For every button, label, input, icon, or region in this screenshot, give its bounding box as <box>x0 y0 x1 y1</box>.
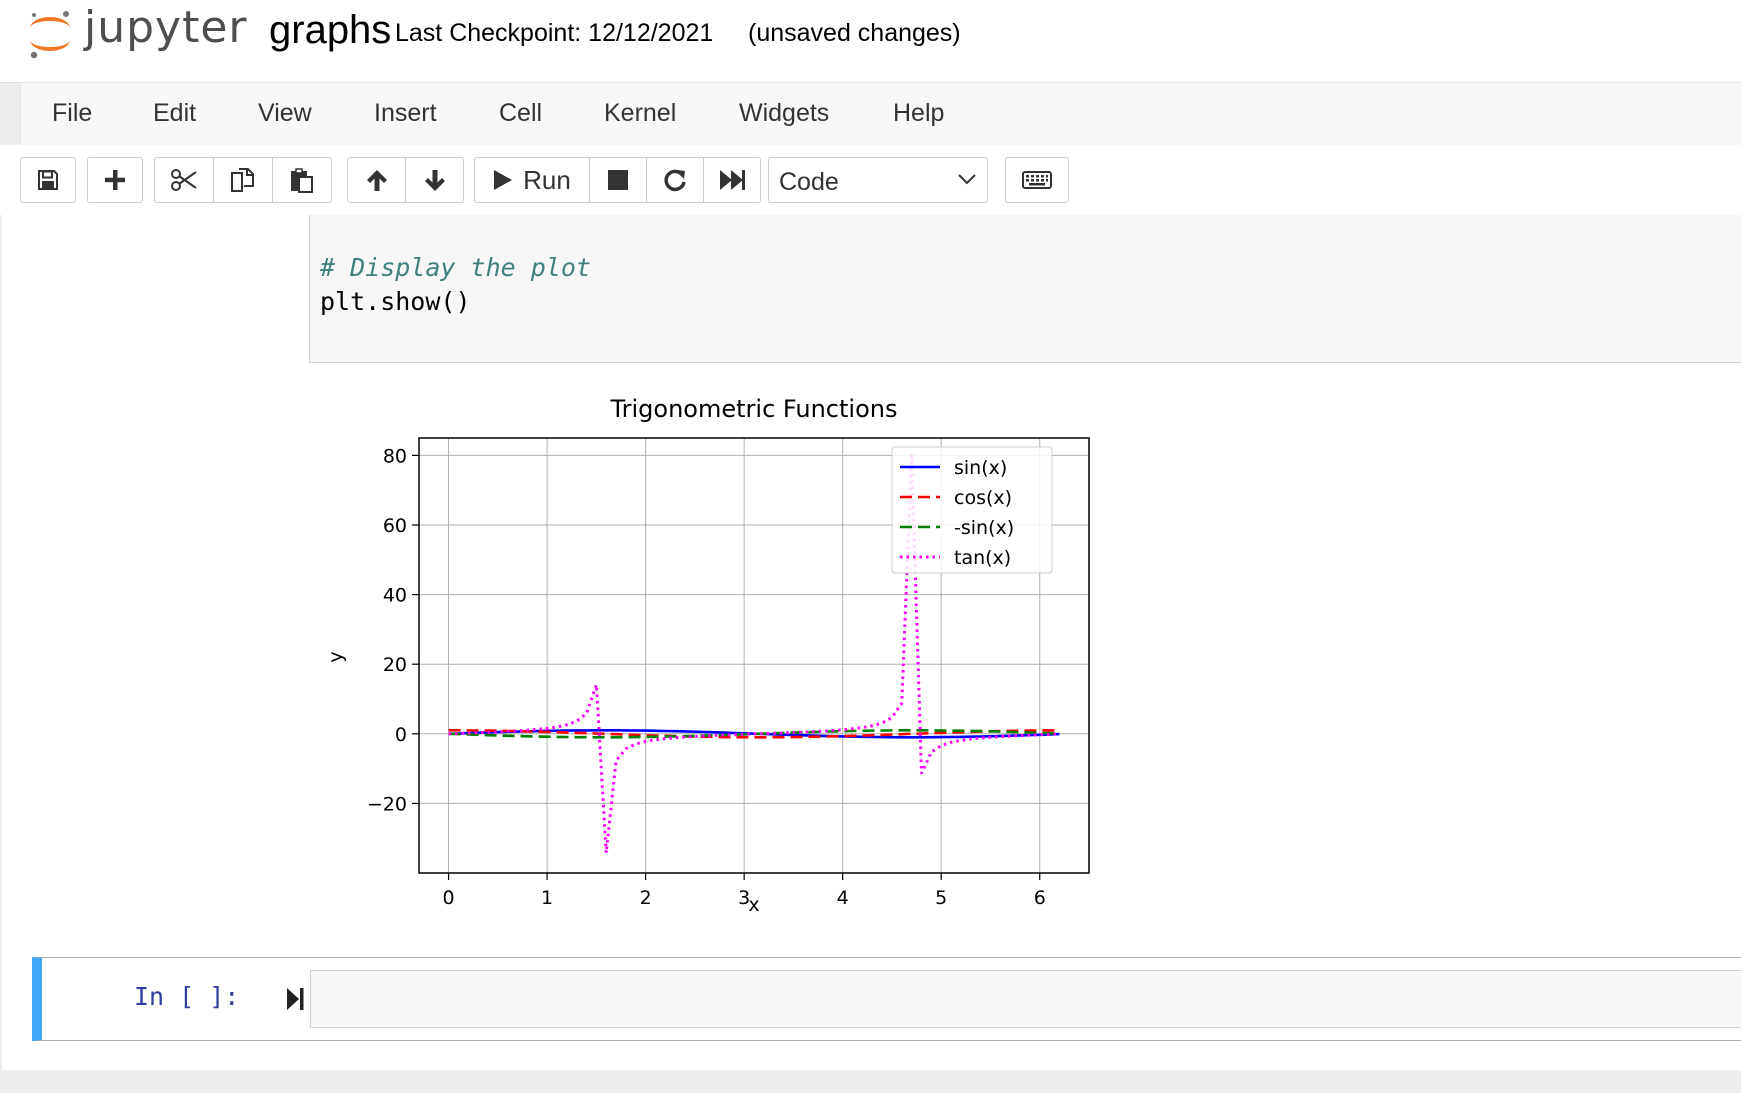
run-icon <box>493 169 513 191</box>
menu-kernel[interactable]: Kernel <box>604 99 677 127</box>
chevron-down-icon <box>957 172 977 191</box>
run-button[interactable]: Run <box>474 157 590 203</box>
series-line-cos <box>448 729 1060 739</box>
code-call-line: plt.show() <box>320 287 471 316</box>
plot-title: Trigonometric Functions <box>610 395 898 423</box>
autosave-status: (unsaved changes) <box>748 19 961 47</box>
x-tick-label: 2 <box>640 887 652 909</box>
run-button-label: Run <box>523 164 571 195</box>
insert-group <box>87 157 143 203</box>
notebook-header: jupyter graphs Last Checkpoint: 12/12/20… <box>0 0 1741 83</box>
series-line-tan <box>448 452 1060 854</box>
arrow-down-icon <box>423 168 447 192</box>
y-tick-label: 40 <box>383 585 407 607</box>
menubar: File Edit View Insert Cell Kernel Widget… <box>20 82 1741 146</box>
menu-cell[interactable]: Cell <box>499 99 543 127</box>
y-tick-label: 20 <box>383 654 407 676</box>
save-button[interactable] <box>20 157 76 203</box>
interrupt-button[interactable] <box>589 157 647 203</box>
edit-group <box>154 157 332 203</box>
y-tick-label: −20 <box>367 793 407 815</box>
code-input-area[interactable] <box>310 970 1741 1028</box>
code-cell-input[interactable]: # Display the plot plt.show() <box>309 215 1741 363</box>
keyboard-icon <box>1022 170 1052 190</box>
copy-icon <box>230 167 256 193</box>
notebook-name[interactable]: graphs <box>269 8 392 52</box>
save-icon <box>37 169 59 191</box>
cell-type-value: Code <box>779 168 839 196</box>
legend-label: cos(x) <box>954 487 1012 509</box>
plus-icon <box>104 169 126 191</box>
plot-axes-frame <box>418 437 1090 874</box>
legend-box <box>891 446 1053 574</box>
legend-label: sin(x) <box>954 457 1007 479</box>
x-tick-label: 1 <box>541 887 553 909</box>
paste-button[interactable] <box>272 157 332 203</box>
stop-icon <box>608 170 628 190</box>
x-tick-label: 4 <box>837 887 849 909</box>
move-group <box>347 157 464 203</box>
move-down-button[interactable] <box>405 157 464 203</box>
restart-icon <box>663 168 687 192</box>
series-line-neg_sin <box>448 729 1060 739</box>
legend-label: tan(x) <box>954 547 1011 569</box>
menu-help[interactable]: Help <box>893 99 945 127</box>
plot-legend: sin(x) cos(x) -sin(x) tan(x) <box>891 446 1053 574</box>
arrow-up-icon <box>365 168 389 192</box>
legend-label: -sin(x) <box>954 517 1014 539</box>
plot-series <box>448 452 1060 854</box>
fast-forward-icon <box>719 169 745 191</box>
x-tick-label: 6 <box>1034 887 1046 909</box>
cell-type-select[interactable]: Code <box>768 157 988 203</box>
menu-widgets[interactable]: Widgets <box>739 99 830 127</box>
x-tick-label: 0 <box>443 887 455 909</box>
toolbar: Run Code <box>0 145 1741 215</box>
y-axis-label: y <box>325 651 347 662</box>
plot-ticks: 0 1 2 3 4 5 6 −20 0 20 40 60 80 <box>367 445 1046 909</box>
restart-run-all-button[interactable] <box>703 157 761 203</box>
page-bottom <box>0 1070 1741 1093</box>
run-cell-icon[interactable] <box>286 986 306 1017</box>
cut-button[interactable] <box>154 157 214 203</box>
x-axis-label: x <box>748 894 759 916</box>
y-tick-label: 80 <box>383 445 407 467</box>
save-group <box>20 157 76 203</box>
run-group: Run <box>474 157 761 203</box>
x-tick-label: 3 <box>738 887 750 909</box>
paste-icon <box>289 167 315 193</box>
output-plot: Trigonometric Functions 0 1 2 3 4 5 6 −20 0 20 40 6… <box>325 395 1090 916</box>
keyboard-group <box>1005 157 1069 203</box>
input-prompt: In [ ]: <box>134 982 240 1011</box>
move-up-button[interactable] <box>347 157 406 203</box>
y-tick-label: 0 <box>395 724 407 746</box>
checkpoint-status: Last Checkpoint: 12/12/2021 <box>395 19 714 47</box>
empty-code-cell[interactable]: In [ ]: <box>32 957 1741 1041</box>
scissors-icon <box>170 169 198 191</box>
notebook-container[interactable]: # Display the plot plt.show() Trigonomet… <box>2 215 1741 1070</box>
jupyter-logo-icon[interactable] <box>22 6 78 67</box>
insert-cell-button[interactable] <box>87 157 143 203</box>
y-tick-label: 60 <box>383 515 407 537</box>
command-palette-button[interactable] <box>1005 157 1069 203</box>
menu-view[interactable]: View <box>258 99 312 127</box>
menu-insert[interactable]: Insert <box>374 99 437 127</box>
menu-edit[interactable]: Edit <box>153 99 197 127</box>
restart-button[interactable] <box>646 157 704 203</box>
x-tick-label: 5 <box>935 887 947 909</box>
code-comment-line: # Display the plot <box>320 253 591 282</box>
menu-file[interactable]: File <box>52 99 93 127</box>
copy-button[interactable] <box>213 157 273 203</box>
jupyter-wordmark: jupyter <box>84 2 248 53</box>
